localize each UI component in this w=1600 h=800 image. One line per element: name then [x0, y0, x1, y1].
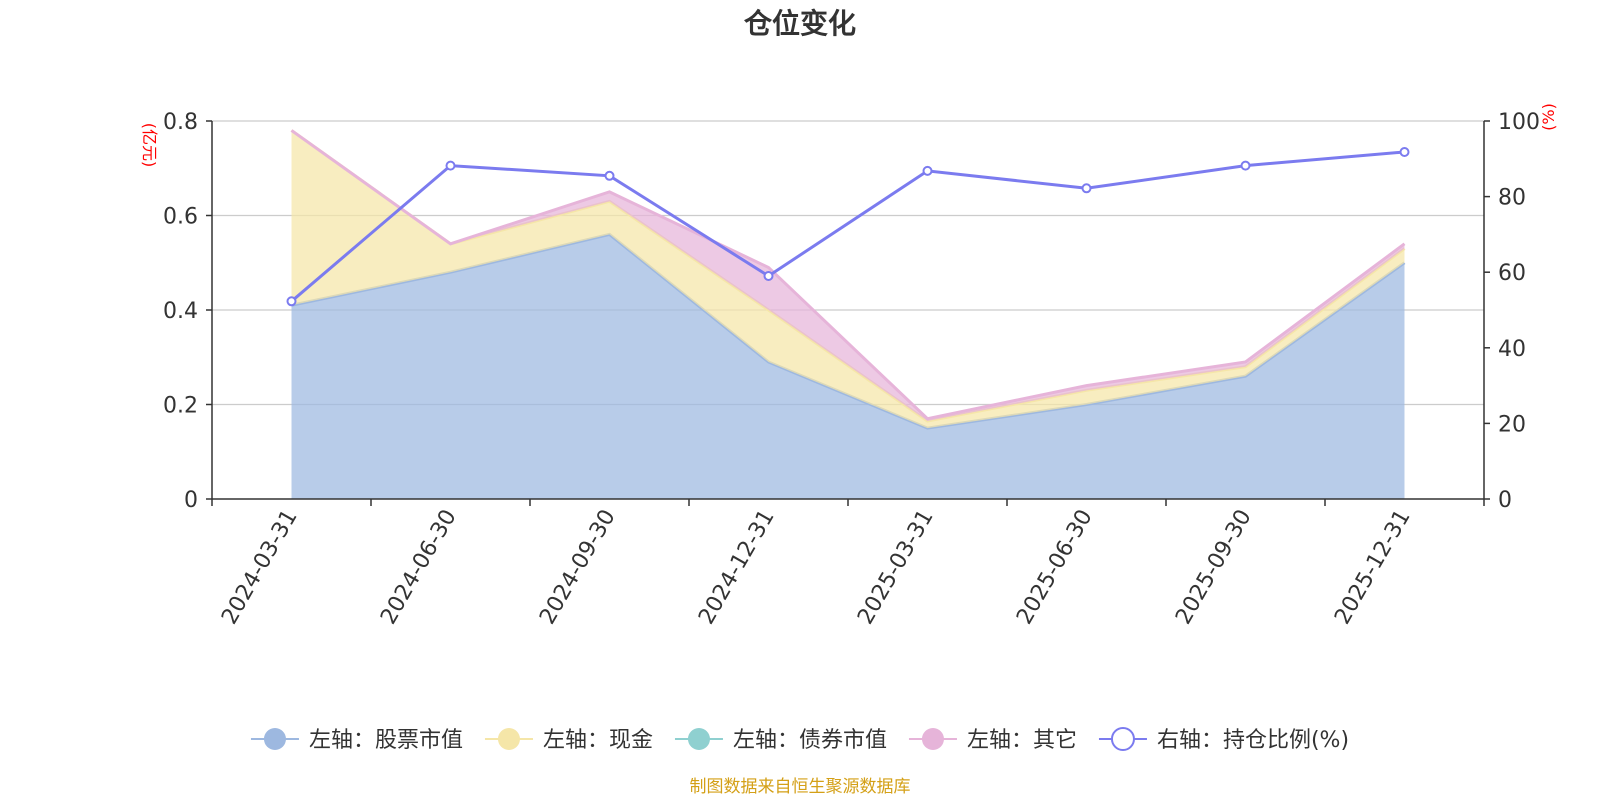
right-axis-tick-label: 80: [1498, 186, 1526, 211]
chart-title: 仓位变化: [744, 7, 856, 40]
ratio-point: [1081, 183, 1092, 194]
legend-label: 左轴：现金: [543, 728, 653, 753]
legend-dot-icon: [497, 728, 520, 750]
ratio-point: [1399, 146, 1410, 157]
right-axis-unit: (%): [1539, 103, 1558, 131]
area-0: [291, 234, 1405, 499]
left-axis-tick-label: 0: [184, 488, 198, 513]
left-axis-tick-label: 0.8: [163, 110, 198, 135]
area-edge-3: [290, 129, 1406, 421]
ratio-line: [290, 150, 1405, 303]
left-axis-tick-label: 0.4: [163, 299, 198, 324]
left-axis-tick-label: 0.6: [163, 205, 198, 230]
ratio-point: [1240, 160, 1251, 171]
right-axis-tick-label: 0: [1498, 488, 1512, 513]
ratio-point: [445, 160, 456, 171]
legend-label: 左轴：股票市值: [309, 728, 463, 753]
stacked-areas: [290, 129, 1406, 499]
ratio-point: [763, 270, 774, 281]
legend-label: 右轴：持仓比例(%): [1157, 728, 1349, 753]
x-axis-tick-label: 2024-12-31: [694, 506, 780, 629]
x-axis-tick-label: 2024-06-30: [376, 506, 462, 629]
left-axis-tick-label: 0.2: [163, 394, 198, 419]
ratio-point: [286, 296, 297, 307]
legend-dot-icon: [687, 728, 710, 750]
right-axis-tick-label: 100: [1498, 110, 1540, 135]
right-axis-tick-label: 20: [1498, 412, 1526, 437]
data-source-note: 制图数据来自恒生聚源数据库: [690, 777, 911, 797]
legend-item: 左轴：股票市值: [250, 728, 463, 753]
ratio-point: [604, 170, 615, 181]
legend-dot-icon: [921, 728, 944, 750]
legend-label: 左轴：其它: [967, 728, 1077, 753]
legend-item: 右轴：持仓比例(%): [1098, 727, 1349, 753]
x-axis-tick-label: 2025-12-31: [1330, 506, 1416, 629]
area-1: [291, 130, 1405, 429]
x-axis-tick-label: 2024-09-30: [535, 506, 621, 629]
legend-label: 左轴：债券市值: [733, 728, 887, 753]
right-axis-tick-label: 40: [1498, 337, 1526, 362]
area-3: [291, 130, 1405, 422]
left-axis-unit: (亿元): [140, 123, 159, 168]
x-axis-tick-label: 2025-09-30: [1171, 506, 1257, 629]
legend-item: 左轴：现金: [484, 728, 653, 753]
right-axis-tick-label: 60: [1498, 261, 1526, 286]
x-axis-tick-label: 2025-03-31: [853, 506, 939, 629]
legend-item: 左轴：其它: [908, 728, 1077, 753]
ratio-point: [922, 165, 933, 176]
legend-dot-icon: [263, 728, 286, 750]
legend-ring-icon: [1110, 727, 1135, 751]
legend: 左轴：股票市值 左轴：现金 左轴：债券市值 左轴：其它 右轴：持仓比例(%): [250, 727, 1349, 753]
x-axis-tick-label: 2024-03-31: [217, 506, 303, 629]
ratio-line-layer: [286, 146, 1410, 307]
x-axis-tick-label: 2025-06-30: [1012, 506, 1098, 629]
legend-item: 左轴：债券市值: [674, 728, 887, 753]
